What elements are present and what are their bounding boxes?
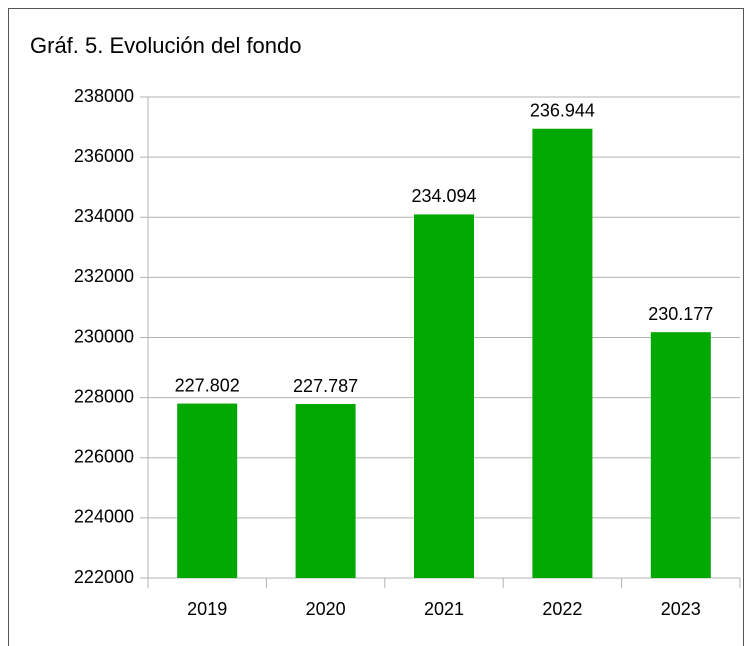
x-tick-label: 2023 — [661, 599, 701, 619]
value-label: 227.787 — [293, 376, 358, 396]
value-label: 227.802 — [175, 375, 240, 395]
value-label: 234.094 — [411, 186, 476, 206]
chart-title: Gráf. 5. Evolución del fondo — [30, 33, 302, 58]
y-tick-label: 236000 — [74, 146, 134, 166]
bar — [177, 403, 238, 578]
x-tick-label: 2022 — [542, 599, 582, 619]
y-tick-label: 230000 — [74, 326, 134, 346]
x-tick-label: 2021 — [424, 599, 464, 619]
y-tick-label: 222000 — [74, 567, 134, 587]
bar — [295, 404, 356, 578]
y-tick-label: 234000 — [74, 206, 134, 226]
value-label: 236.944 — [530, 100, 595, 120]
y-tick-label: 224000 — [74, 507, 134, 527]
bar — [532, 128, 593, 578]
y-tick-label: 228000 — [74, 386, 134, 406]
x-tick-label: 2020 — [306, 599, 346, 619]
y-tick-label: 238000 — [74, 86, 134, 106]
y-tick-label: 232000 — [74, 266, 134, 286]
bar — [650, 332, 711, 578]
y-tick-label: 226000 — [74, 447, 134, 467]
bar — [414, 214, 474, 578]
chart-frame — [8, 8, 744, 646]
x-tick-label: 2019 — [187, 599, 227, 619]
value-label: 230.177 — [648, 304, 713, 324]
